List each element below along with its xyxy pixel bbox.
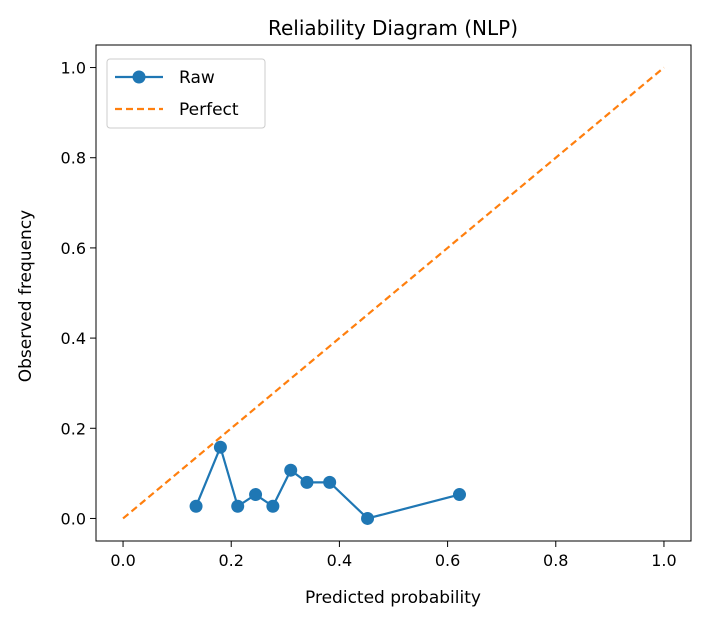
- legend-label-perfect: Perfect: [179, 100, 239, 120]
- data-point-raw: [300, 475, 314, 489]
- data-point-raw: [361, 511, 375, 525]
- x-tick-label: 0.4: [327, 551, 352, 570]
- series-layer: [122, 66, 665, 525]
- series-line-raw: [195, 443, 460, 520]
- series-line-perfect: [122, 66, 665, 520]
- y-tick-label: 0.0: [61, 509, 86, 528]
- x-axis: 0.0 0.2 0.4 0.6 0.8 1.0: [110, 541, 677, 570]
- data-point-raw: [323, 475, 337, 489]
- y-tick-label: 1.0: [61, 59, 86, 78]
- y-tick-label: 0.6: [61, 239, 86, 258]
- data-point-raw: [284, 463, 298, 477]
- data-point-raw: [452, 488, 466, 502]
- y-tick-label: 0.8: [61, 149, 86, 168]
- chart-title: Reliability Diagram (NLP): [268, 16, 518, 40]
- data-point-raw: [266, 499, 280, 513]
- y-axis-label: Observed frequency: [16, 210, 36, 382]
- x-tick-label: 0.6: [435, 551, 460, 570]
- data-point-raw: [231, 499, 245, 513]
- x-tick-label: 1.0: [651, 551, 676, 570]
- data-point-raw: [213, 440, 227, 454]
- y-tick-label: 0.4: [61, 329, 86, 348]
- legend: Raw Perfect: [106, 58, 266, 129]
- data-point-raw: [249, 488, 263, 502]
- x-tick-label: 0.2: [219, 551, 244, 570]
- y-tick-label: 0.2: [61, 419, 86, 438]
- x-axis-label: Predicted probability: [305, 588, 481, 608]
- y-axis: 0.0 0.2 0.4 0.6 0.8 1.0: [61, 59, 96, 528]
- legend-marker-raw: [132, 70, 146, 84]
- legend-label-raw: Raw: [179, 68, 215, 88]
- x-tick-label: 0.8: [543, 551, 568, 570]
- x-tick-label: 0.0: [110, 551, 135, 570]
- data-point-raw: [189, 499, 203, 513]
